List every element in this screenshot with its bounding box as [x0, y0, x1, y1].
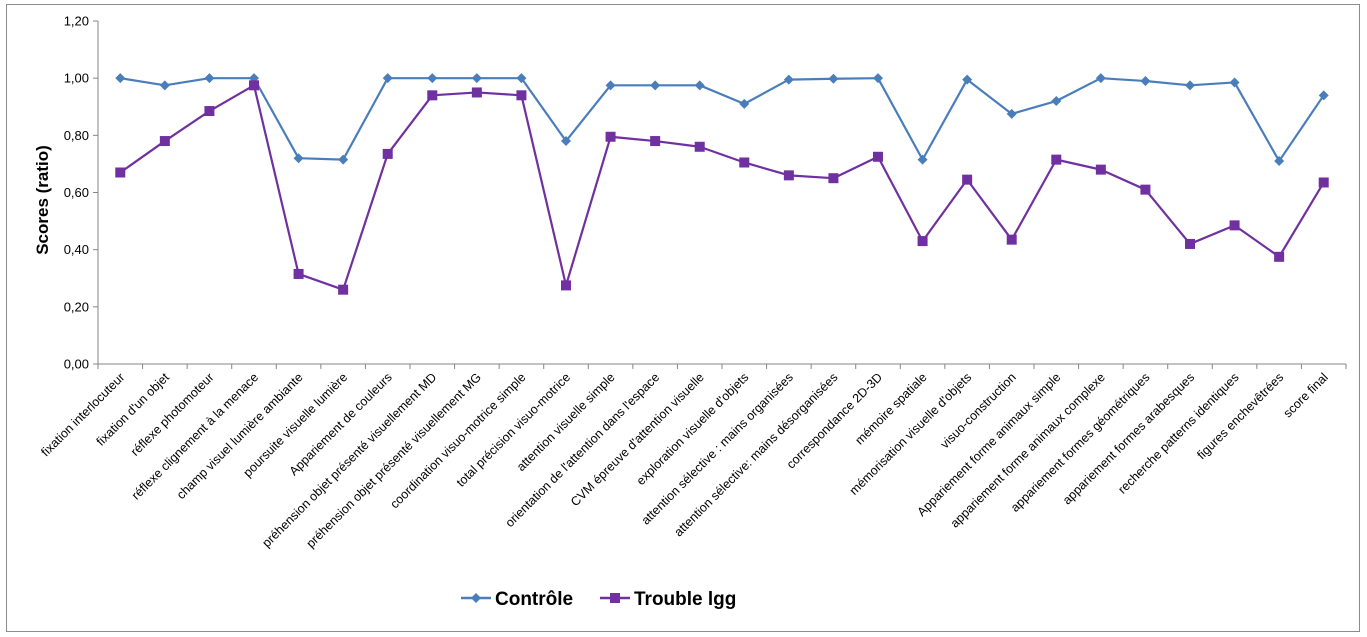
data-point	[338, 284, 349, 295]
data-point	[650, 80, 661, 91]
axes	[93, 20, 1347, 369]
data-point	[783, 74, 794, 85]
data-point	[1229, 77, 1240, 88]
data-point	[1185, 238, 1195, 249]
legend-label: Trouble lgg	[634, 589, 736, 610]
x-tick-label: orientation de l'attention dans l'espace	[503, 370, 663, 530]
data-point	[249, 80, 259, 91]
data-point	[115, 167, 126, 178]
data-point	[1006, 108, 1017, 119]
data-point	[427, 90, 438, 101]
data-point	[1318, 90, 1329, 101]
data-point	[1051, 154, 1062, 165]
data-point	[828, 173, 839, 184]
data-point	[1185, 80, 1195, 91]
legend-marker	[471, 593, 481, 603]
x-tick-label: visuo-construction	[938, 370, 1019, 451]
x-tick-label: figures enchevêtrées	[1194, 370, 1286, 462]
y-tick-label: 0,80	[64, 128, 89, 143]
data-point	[828, 73, 839, 84]
data-point	[873, 73, 883, 84]
x-tick-label: fixation interlocuteur	[38, 370, 127, 459]
series-trouble-lgg	[115, 80, 1329, 295]
data-point	[1318, 177, 1329, 188]
data-point	[382, 148, 393, 159]
data-point	[561, 280, 571, 291]
legend-marker	[610, 593, 620, 603]
series-line	[120, 77, 1325, 163]
data-point	[1274, 156, 1285, 167]
data-point	[1006, 234, 1017, 245]
data-point	[293, 153, 304, 164]
data-point	[917, 154, 928, 165]
data-point	[293, 268, 304, 279]
y-tick-label: 1,20	[64, 14, 89, 29]
data-point	[159, 80, 170, 91]
data-point	[471, 87, 482, 98]
data-point	[605, 80, 616, 91]
x-tick-label: appariement forme animaux complexe	[948, 370, 1108, 530]
x-tick-label: score final	[1281, 370, 1331, 420]
data-point	[115, 73, 126, 84]
chart-frame	[6, 4, 1360, 632]
data-point	[204, 106, 215, 117]
y-tick-label: 0,60	[64, 185, 89, 200]
data-point	[516, 90, 527, 101]
legend: Contrôle Trouble lgg	[461, 589, 736, 610]
legend-item: Contrôle	[461, 589, 573, 610]
data-point	[516, 73, 527, 84]
data-point	[694, 141, 705, 152]
data-point	[650, 136, 661, 147]
y-axis-label: Scores (ratio)	[33, 145, 52, 255]
data-point	[471, 73, 482, 84]
x-tick-label: attention sélective: mains désorganisées	[671, 370, 840, 539]
data-point	[382, 73, 393, 84]
y-tick-label: 0,20	[64, 299, 89, 314]
data-point	[1229, 220, 1240, 231]
data-point	[1095, 164, 1106, 175]
data-point	[605, 131, 616, 142]
data-point	[1095, 73, 1106, 84]
data-point	[694, 80, 705, 91]
data-point	[1274, 251, 1285, 262]
data-point	[204, 73, 215, 84]
data-point	[561, 136, 571, 147]
data-point	[739, 98, 750, 109]
data-point	[917, 236, 928, 247]
y-tick-label: 1,00	[64, 71, 89, 86]
series-line	[119, 84, 1325, 291]
data-point	[1140, 76, 1151, 87]
y-tick-labels: 0,00 0,20 0,40 0,60 0,80 1,00 1,20	[64, 14, 89, 372]
data-point	[739, 157, 750, 168]
legend-item: Trouble lgg	[600, 589, 736, 610]
x-tick-label: réflexe photomoteur	[128, 370, 217, 459]
data-point	[427, 73, 438, 84]
series-group	[115, 73, 1329, 295]
y-tick-label: 0,00	[64, 357, 89, 372]
data-point	[962, 74, 973, 85]
legend-label: Contrôle	[495, 589, 573, 610]
data-point	[1051, 96, 1062, 107]
data-point	[962, 174, 973, 185]
data-point	[1140, 184, 1151, 195]
data-point	[783, 170, 794, 181]
data-point	[338, 154, 349, 165]
y-tick-label: 0,40	[64, 242, 89, 257]
data-point	[159, 136, 170, 147]
series-controle	[115, 73, 1329, 167]
data-point	[873, 151, 883, 162]
